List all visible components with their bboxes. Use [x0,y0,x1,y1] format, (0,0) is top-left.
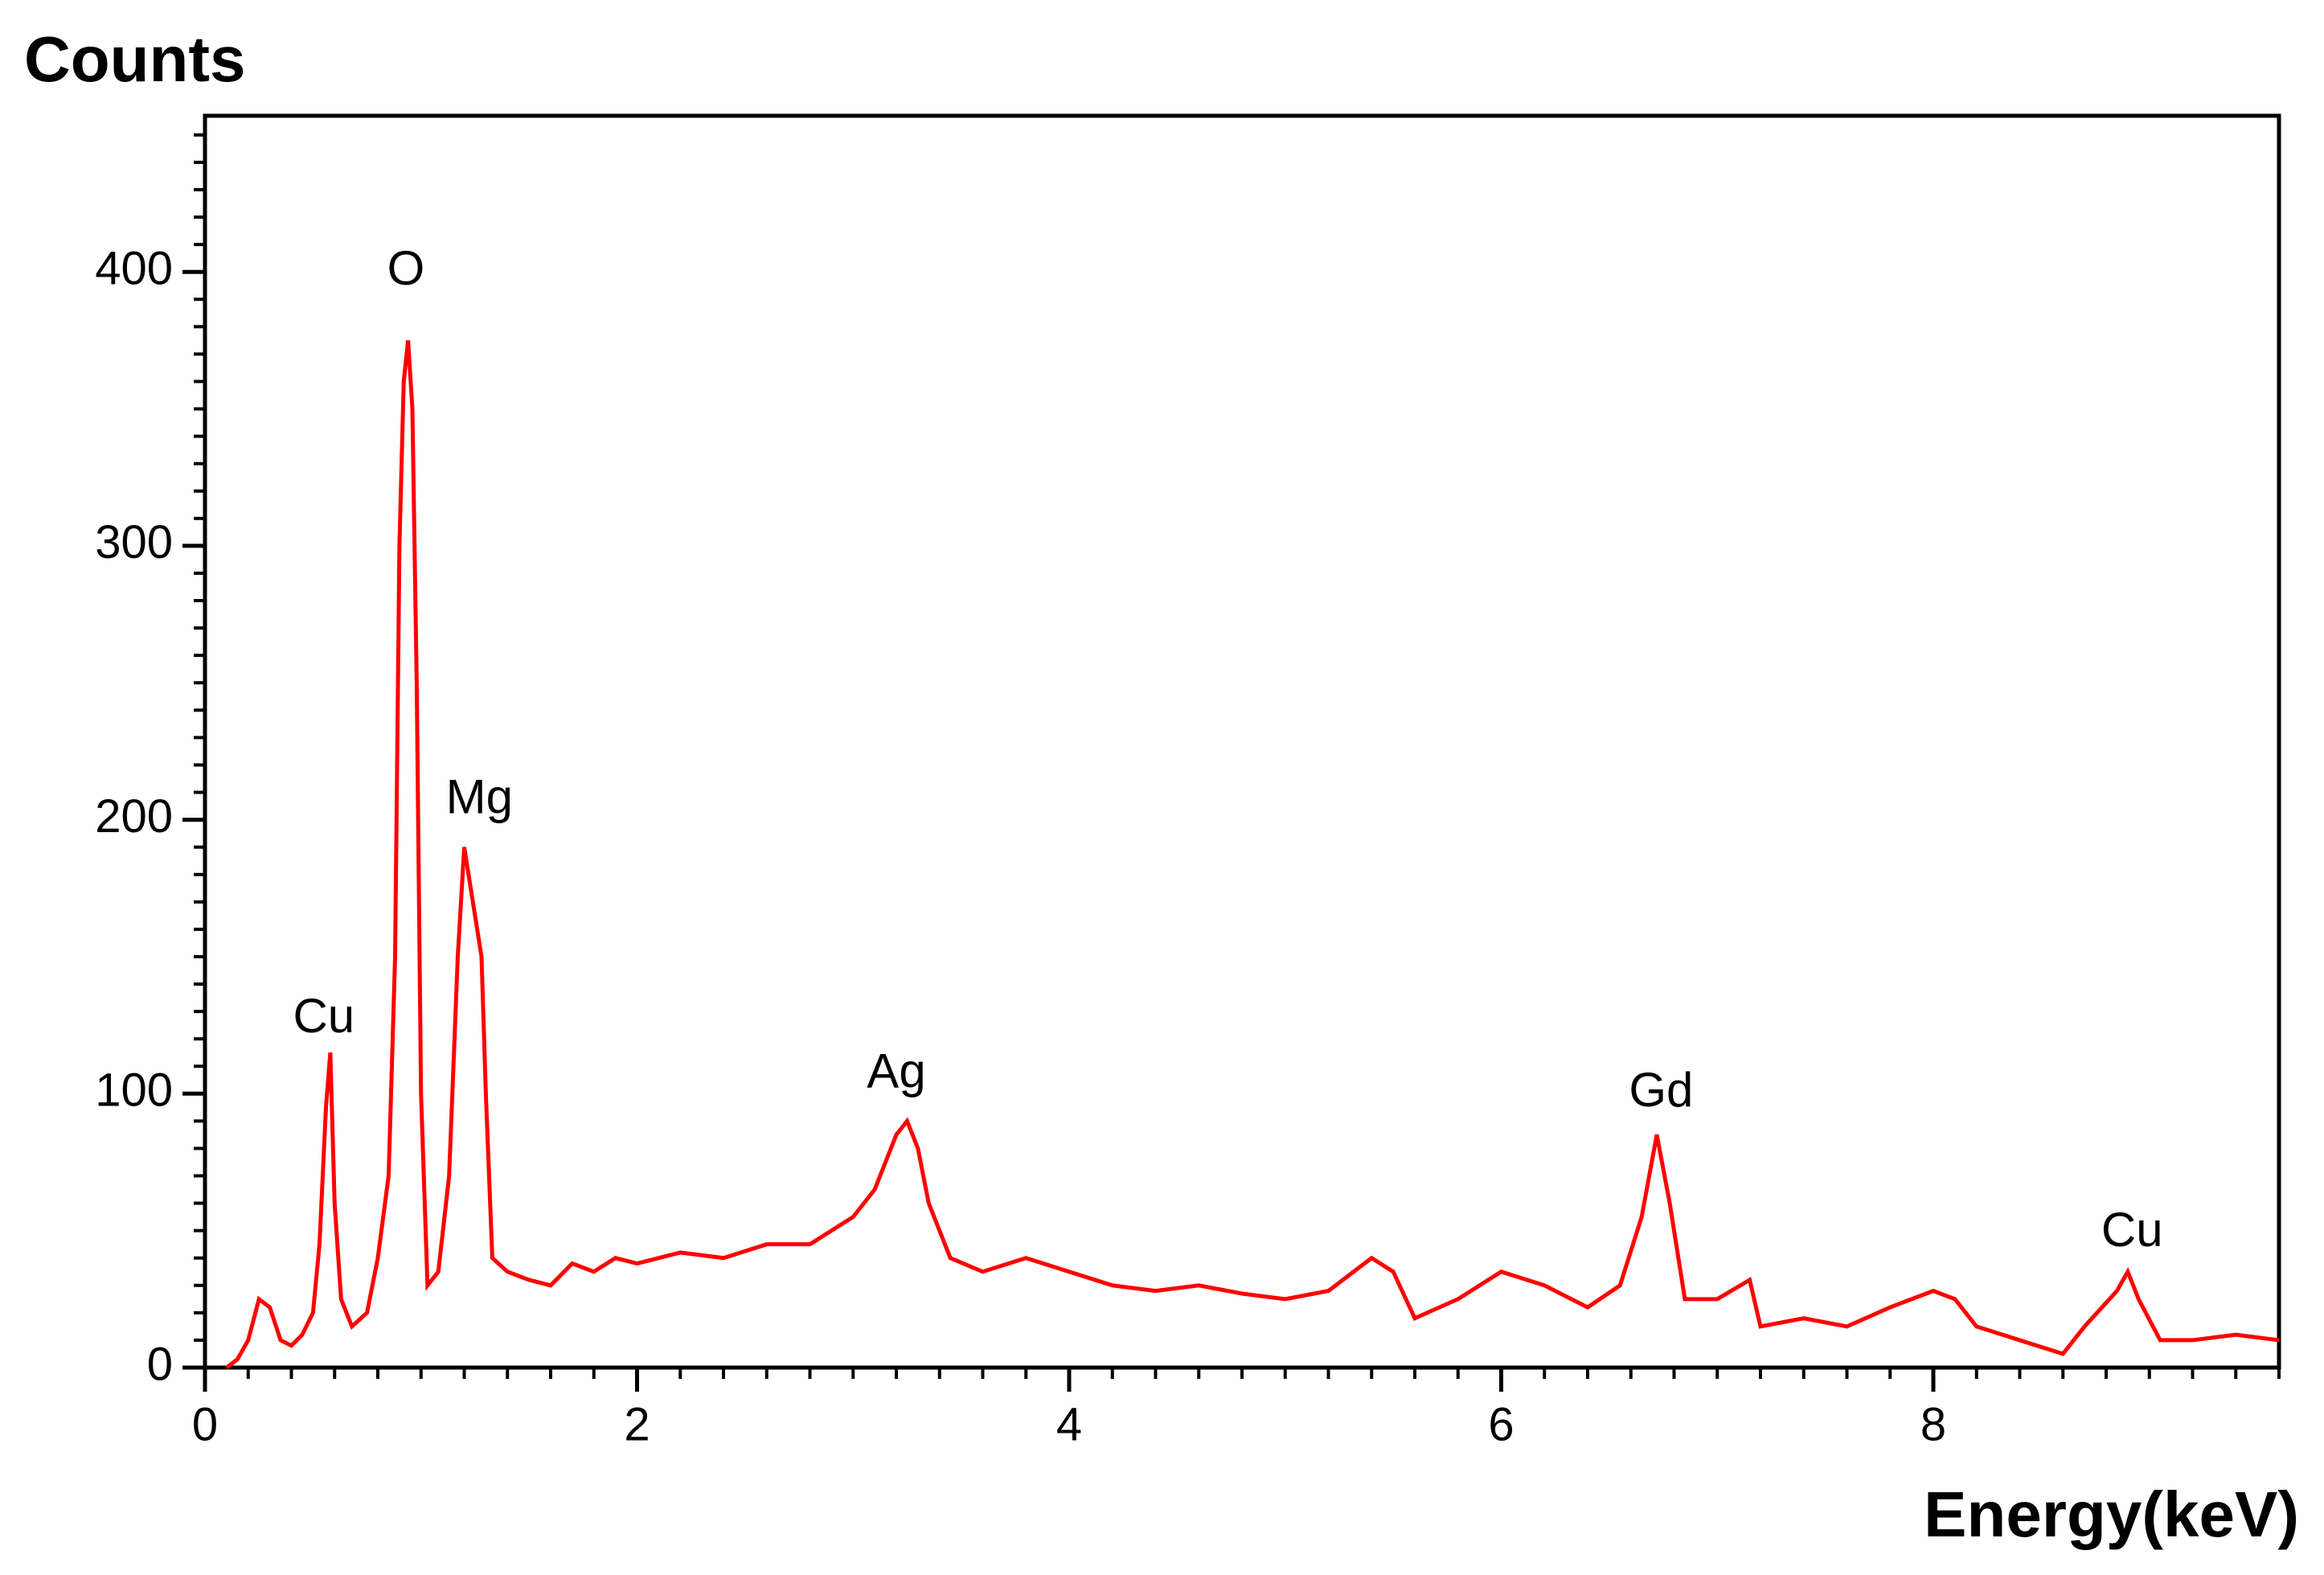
x-axis-title: Energy(keV) [1924,1479,2299,1550]
y-tick-label: 400 [95,243,173,295]
plot-frame [203,113,2281,1370]
spectrum-line [225,340,2280,1369]
peak-label: Mg [446,770,513,824]
x-tick-label: 6 [1488,1398,1514,1450]
peak-label: Cu [2101,1203,2163,1257]
peak-label: O [387,241,425,295]
peak-label: Gd [1629,1063,1693,1117]
y-tick-label: 0 [147,1338,173,1390]
y-tick-label: 300 [95,516,173,568]
y-tick-label: 100 [95,1064,173,1117]
y-tick-label: 200 [95,790,173,843]
x-tick-label: 0 [192,1398,218,1450]
x-tick-label: 8 [1920,1398,1946,1450]
peak-label: Ag [867,1044,925,1097]
x-tick-label: 2 [624,1398,650,1450]
peak-label: Cu [293,989,355,1043]
x-tick-label: 4 [1056,1398,1082,1450]
y-axis-title: Counts [24,23,246,95]
